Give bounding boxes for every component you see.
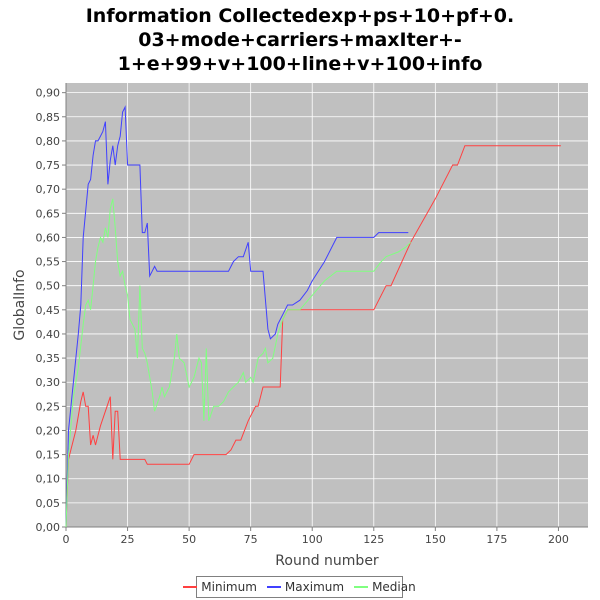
x-tick-label: 0 bbox=[63, 533, 70, 546]
chart-title-line-2: 03+mode+carriers+maxIter+- bbox=[138, 29, 462, 51]
chart-title-line-3: 1+e+99+v+100+line+v+100+info bbox=[117, 53, 483, 75]
x-tick-label: 175 bbox=[486, 533, 507, 546]
y-tick-label: 0,60 bbox=[36, 231, 61, 244]
y-tick-label: 0,15 bbox=[36, 449, 61, 462]
chart-title: Information Collectedexp+ps+10+pf+0. 03+… bbox=[0, 4, 600, 76]
y-tick-label: 0,30 bbox=[36, 376, 61, 389]
legend-swatch-minimum bbox=[183, 586, 198, 588]
y-tick-label: 0,25 bbox=[36, 400, 61, 413]
legend-item-minimum: Minimum bbox=[183, 580, 257, 594]
x-tick-label: 50 bbox=[182, 533, 196, 546]
chart-title-line-1: Information Collectedexp+ps+10+pf+0. bbox=[85, 5, 515, 27]
x-axis-label: Round number bbox=[275, 553, 379, 569]
legend: Minimum Maximum Median bbox=[183, 576, 416, 598]
series-line-median bbox=[65, 198, 412, 528]
x-tick-label: 150 bbox=[425, 533, 446, 546]
legend-label-minimum: Minimum bbox=[201, 580, 257, 594]
y-tick-label: 0,20 bbox=[36, 424, 61, 437]
y-tick-label: 0,75 bbox=[36, 159, 61, 172]
y-tick-label: 0,45 bbox=[36, 304, 61, 317]
y-tick-label: 0,35 bbox=[36, 352, 61, 365]
series-layer bbox=[65, 105, 561, 528]
y-tick-label: 0,05 bbox=[36, 497, 61, 510]
y-tick-label: 0,80 bbox=[36, 135, 61, 148]
y-tick-label: 0,90 bbox=[36, 87, 61, 100]
y-tick-label: 0,50 bbox=[36, 280, 61, 293]
x-tick-label: 125 bbox=[363, 533, 384, 546]
x-tick-label: 100 bbox=[302, 533, 323, 546]
y-tick-label: 0,85 bbox=[36, 111, 61, 124]
legend-swatch-median bbox=[354, 586, 369, 588]
x-tick-label: 25 bbox=[121, 533, 135, 546]
x-tick-label: 75 bbox=[244, 533, 258, 546]
y-tick-label: 0,10 bbox=[36, 473, 61, 486]
legend-label-maximum: Maximum bbox=[284, 580, 345, 594]
axes: 0,00 0,05 0,10 0,15 0,20 0,25 0,30 0,35 0,40 0,45… bbox=[36, 83, 588, 546]
y-tick-label: 0,40 bbox=[36, 328, 61, 341]
x-tick-label: 200 bbox=[548, 533, 569, 546]
series-line-maximum bbox=[65, 105, 409, 528]
series-line-minimum bbox=[65, 145, 561, 528]
y-tick-label: 0,55 bbox=[36, 256, 61, 269]
y-tick-label: 0,00 bbox=[36, 521, 61, 534]
legend-item-maximum: Maximum bbox=[266, 580, 345, 594]
plot-area bbox=[66, 83, 588, 527]
y-tick-label: 0,70 bbox=[36, 183, 61, 196]
y-axis-label: GlobalInfo bbox=[12, 269, 28, 340]
y-tick-label: 0,65 bbox=[36, 207, 61, 220]
legend-item-median: Median bbox=[354, 580, 416, 594]
legend-label-median: Median bbox=[372, 580, 416, 594]
legend-swatch-maximum bbox=[266, 586, 281, 588]
